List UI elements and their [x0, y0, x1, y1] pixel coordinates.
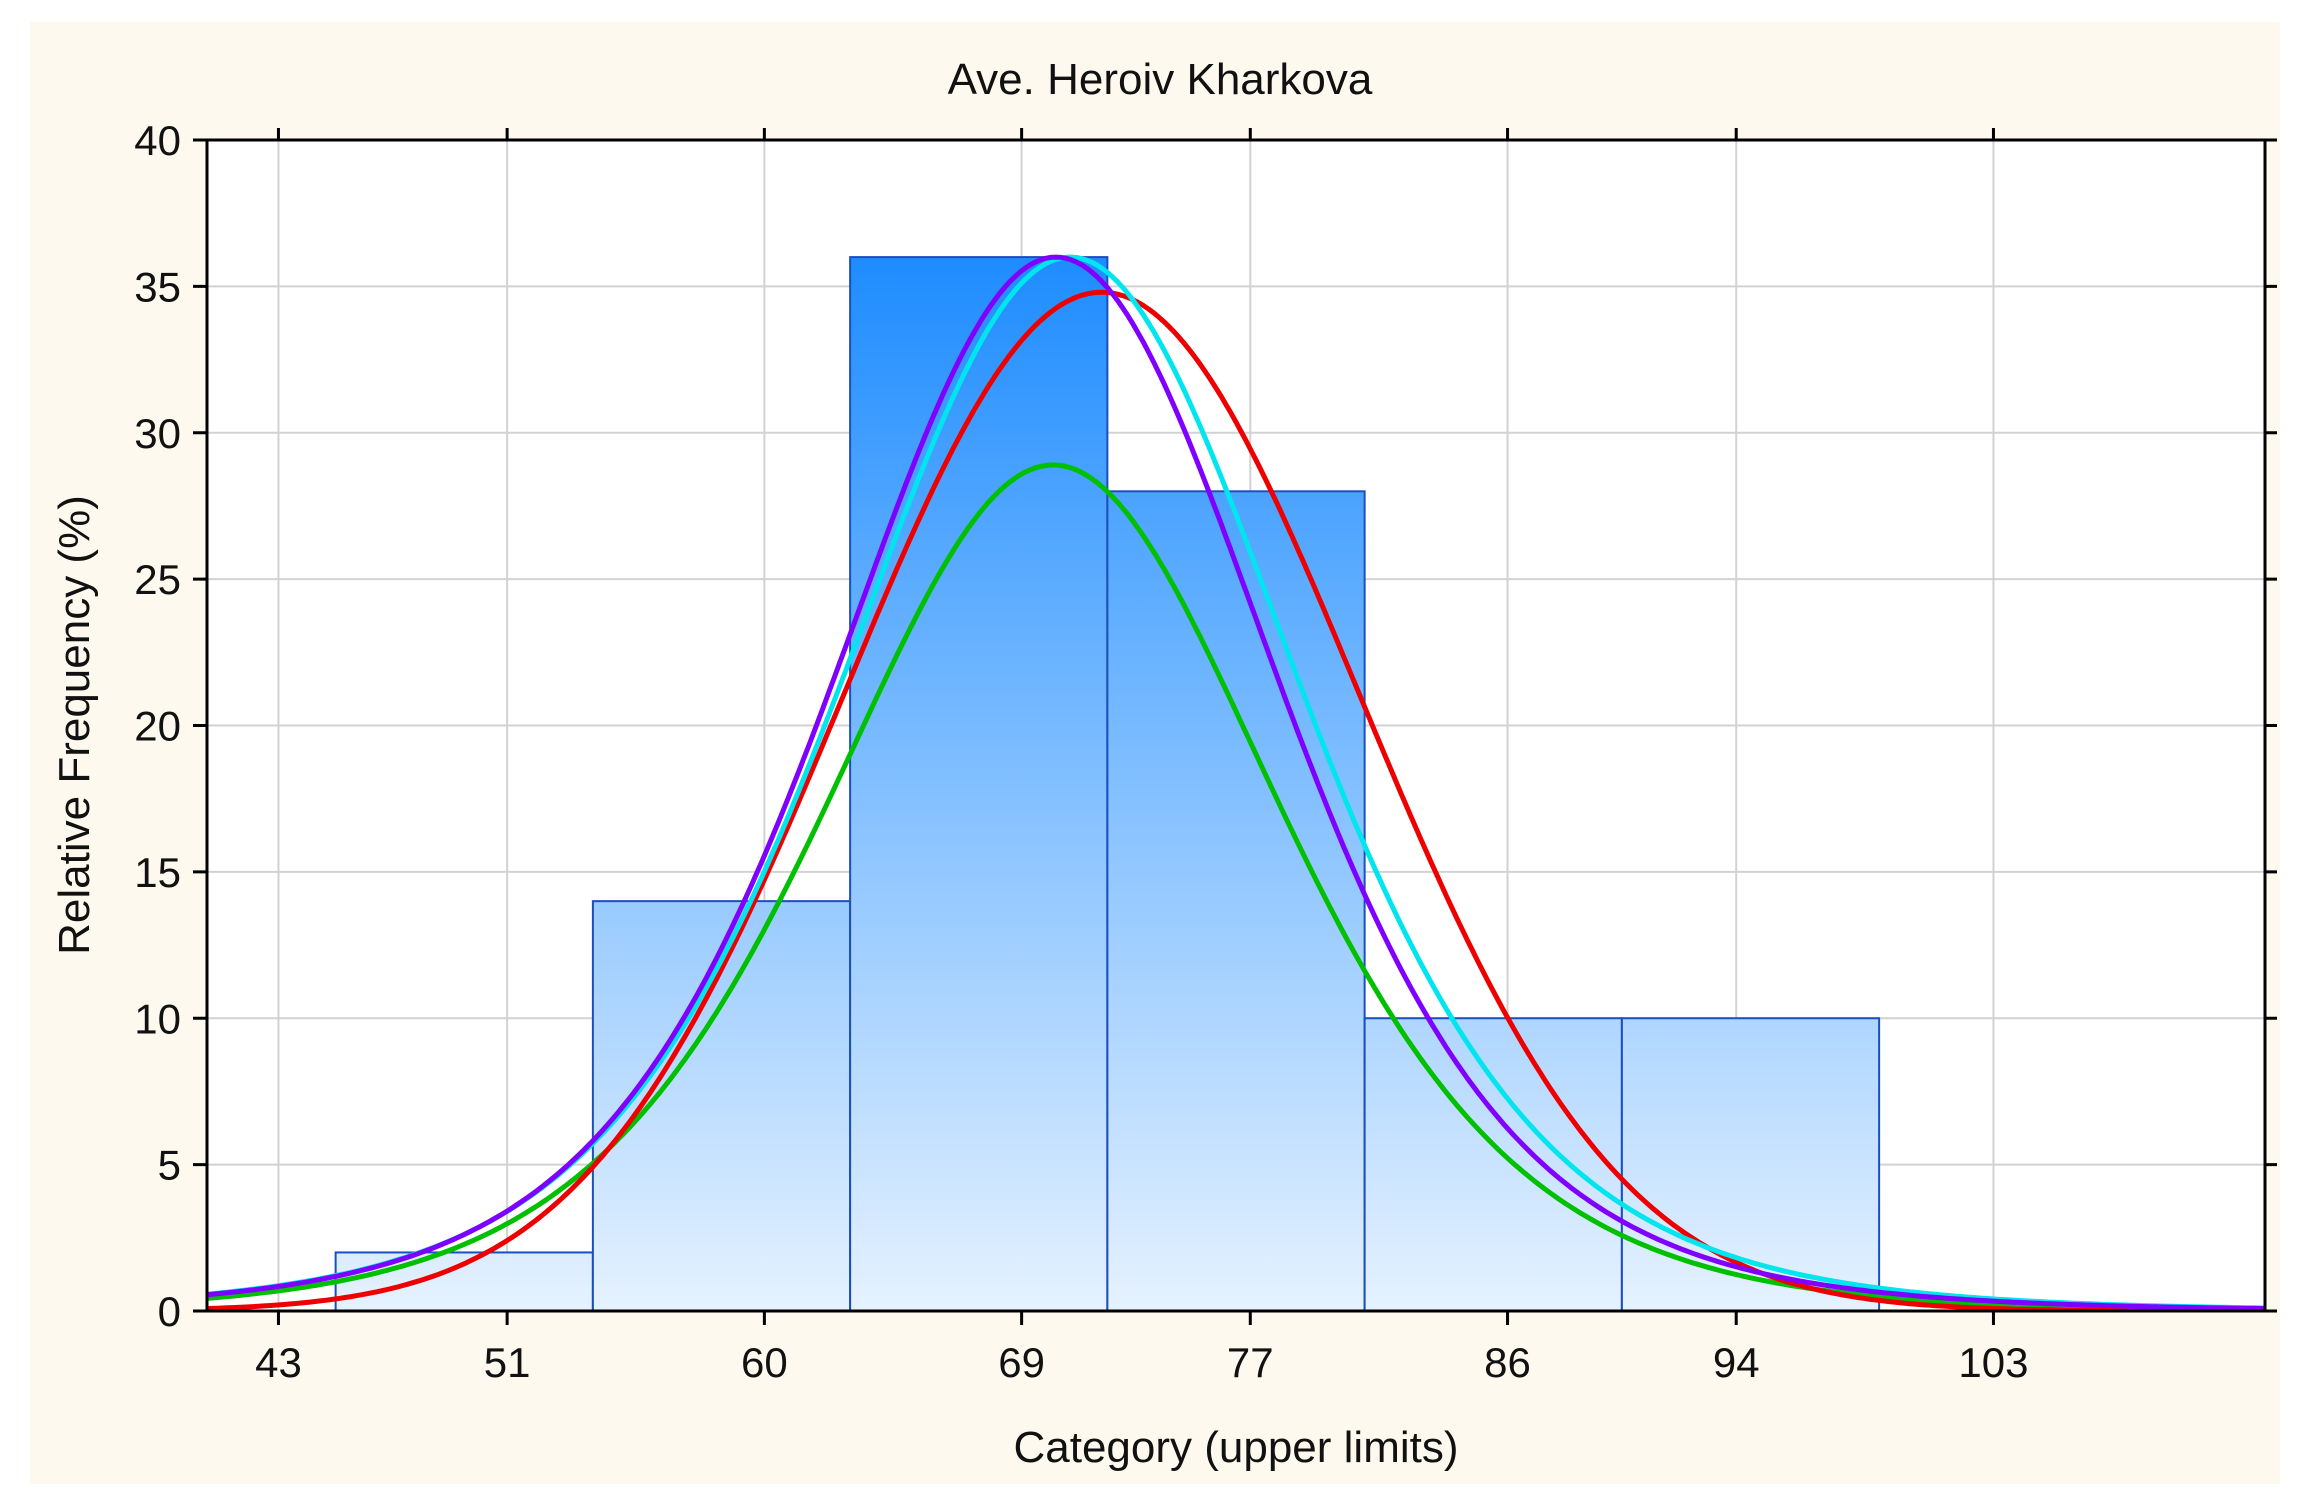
x-tick-label: 103 [1958, 1339, 2028, 1386]
x-tick-label: 94 [1713, 1339, 1760, 1386]
y-tick-label: 25 [134, 556, 181, 603]
y-tick-label: 40 [134, 117, 181, 164]
chart-title: Ave. Heroiv Kharkova [948, 55, 1373, 104]
x-axis: 43 51 60 69 77 86 94 103 [255, 128, 2028, 1386]
x-tick-label: 51 [484, 1339, 531, 1386]
x-tick-label: 60 [741, 1339, 788, 1386]
histogram-bar [1106, 490, 1366, 1312]
histogram-bar [849, 256, 1109, 1313]
x-tick-label: 69 [998, 1339, 1045, 1386]
curve-fit-purple [207, 254, 2265, 1311]
x-tick-label: 43 [255, 1339, 302, 1386]
x-tick-label: 77 [1227, 1339, 1274, 1386]
y-tick-label: 30 [134, 410, 181, 457]
histogram-bars [334, 256, 1881, 1313]
histogram-bar [1363, 1017, 1623, 1312]
x-axis-label: Category (upper limits) [1013, 1423, 1458, 1472]
y-tick-label: 5 [158, 1142, 181, 1189]
y-tick-label: 0 [158, 1288, 181, 1335]
y-axis: 0 5 10 15 20 25 30 35 40 [134, 117, 2277, 1335]
y-axis-label: Relative Frequency (%) [50, 495, 99, 955]
x-tick-label: 86 [1484, 1339, 1531, 1386]
curve-fit-red [207, 289, 2265, 1311]
fit-curves [207, 254, 2265, 1311]
y-tick-label: 15 [134, 849, 181, 896]
y-tick-label: 10 [134, 995, 181, 1042]
curve-fit-green [207, 462, 2265, 1311]
y-tick-label: 20 [134, 703, 181, 750]
y-tick-label: 35 [134, 263, 181, 310]
